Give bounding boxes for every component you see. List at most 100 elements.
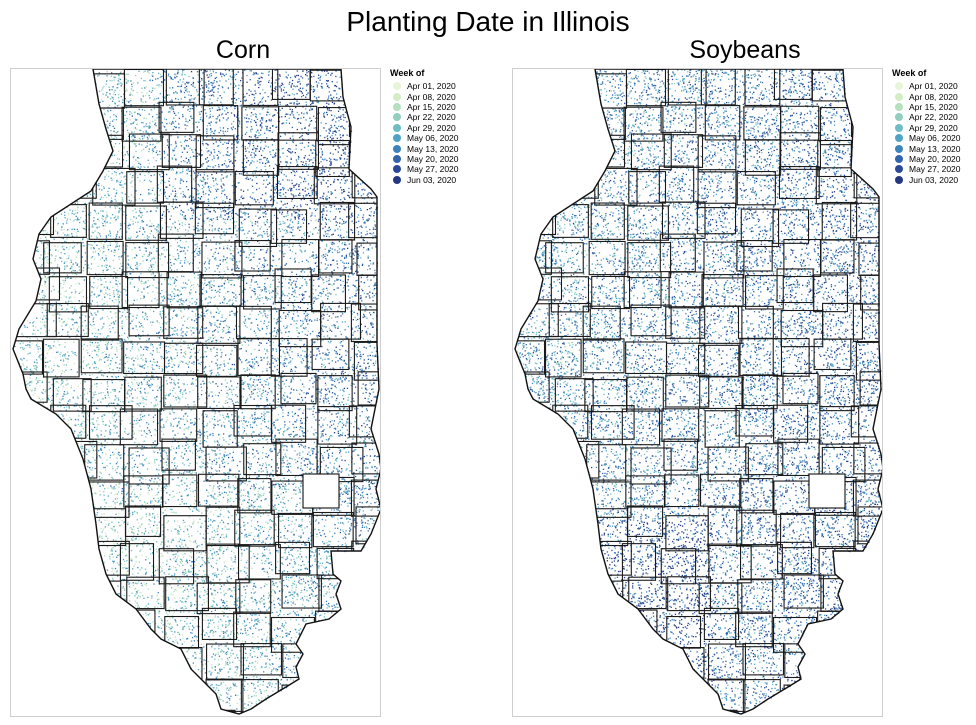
planting-dot xyxy=(189,199,192,202)
planting-dot xyxy=(306,318,309,320)
planting-dot xyxy=(298,556,300,558)
planting-dot xyxy=(63,418,65,420)
planting-dot xyxy=(231,644,233,646)
planting-dot xyxy=(300,609,303,611)
planting-dot xyxy=(325,550,328,552)
planting-dot xyxy=(303,180,305,183)
planting-dot xyxy=(332,367,334,369)
planting-dot xyxy=(230,498,232,500)
planting-dot xyxy=(189,218,192,220)
planting-dot xyxy=(325,218,327,221)
planting-dot xyxy=(190,348,193,351)
planting-dot xyxy=(249,417,251,419)
planting-dot xyxy=(204,373,207,375)
planting-dot xyxy=(135,602,137,604)
planting-dot xyxy=(307,174,309,176)
planting-dot xyxy=(202,550,204,553)
planting-dot xyxy=(175,589,178,592)
planting-dot xyxy=(294,75,296,77)
planting-dot xyxy=(121,83,123,85)
planting-dot xyxy=(207,479,209,481)
planting-dot xyxy=(151,149,154,152)
planting-dot xyxy=(243,489,245,491)
planting-dot xyxy=(148,253,151,255)
planting-dot xyxy=(160,182,162,184)
planting-dot xyxy=(129,281,132,284)
planting-dot xyxy=(250,503,252,505)
planting-dot xyxy=(319,445,321,448)
planting-dot xyxy=(188,446,190,448)
planting-dot xyxy=(367,255,369,257)
planting-dot xyxy=(314,600,317,602)
planting-dot xyxy=(198,510,200,512)
planting-dot xyxy=(92,318,94,321)
planting-dot xyxy=(291,439,293,442)
planting-dot xyxy=(372,300,374,302)
planting-dot xyxy=(270,564,273,566)
planting-dot xyxy=(285,379,287,381)
planting-dot xyxy=(198,111,200,113)
planting-dot xyxy=(294,612,296,614)
planting-dot xyxy=(340,115,342,117)
planting-dot xyxy=(162,369,164,371)
planting-dot xyxy=(79,307,81,309)
planting-dot xyxy=(145,281,147,283)
planting-dot xyxy=(295,323,297,325)
planting-dot xyxy=(310,577,313,579)
planting-dot xyxy=(117,231,119,233)
planting-dot xyxy=(177,69,179,71)
planting-dot xyxy=(118,486,120,489)
planting-dot xyxy=(341,380,343,382)
planting-dot xyxy=(83,245,86,247)
planting-dot xyxy=(115,320,117,322)
planting-dot xyxy=(254,102,256,104)
planting-dot xyxy=(169,576,171,578)
planting-dot xyxy=(278,120,280,123)
planting-dot xyxy=(161,317,163,319)
planting-dot xyxy=(315,432,317,434)
planting-dot xyxy=(225,626,227,628)
planting-dot xyxy=(113,573,115,575)
planting-dot xyxy=(332,145,334,147)
planting-dot xyxy=(357,190,359,192)
planting-dot xyxy=(347,433,349,436)
planting-dot xyxy=(341,371,343,373)
planting-dot xyxy=(307,92,309,94)
planting-dot xyxy=(105,353,107,355)
planting-dot xyxy=(162,577,165,580)
planting-dot xyxy=(216,559,218,561)
planting-dot xyxy=(22,342,24,344)
planting-dot xyxy=(223,256,225,258)
planting-dot xyxy=(322,433,324,435)
planting-dot xyxy=(39,332,42,334)
planting-dot xyxy=(320,558,322,560)
planting-dot xyxy=(230,368,232,370)
planting-dot xyxy=(174,227,176,229)
planting-dot xyxy=(172,332,174,335)
planting-dot xyxy=(269,286,271,288)
planting-dot xyxy=(255,154,257,156)
planting-dot xyxy=(353,258,355,260)
planting-dot xyxy=(239,473,241,475)
planting-dot xyxy=(163,426,165,428)
planting-dot xyxy=(358,289,360,291)
planting-dot xyxy=(209,406,211,408)
planting-dot xyxy=(175,285,177,287)
planting-dot xyxy=(125,82,128,84)
planting-dot xyxy=(196,193,198,195)
planting-dot xyxy=(237,666,239,668)
planting-dot xyxy=(350,214,353,216)
planting-dot xyxy=(288,225,290,227)
planting-dot xyxy=(202,575,204,577)
planting-dot xyxy=(186,562,189,564)
planting-dot xyxy=(109,422,112,424)
planting-dot xyxy=(252,506,255,508)
planting-dot xyxy=(350,256,352,258)
planting-dot xyxy=(91,399,93,401)
planting-dot xyxy=(238,470,240,472)
planting-dot xyxy=(222,330,225,332)
planting-dot xyxy=(279,391,281,393)
planting-dot xyxy=(237,134,240,137)
planting-dot xyxy=(298,89,300,91)
planting-dot xyxy=(281,211,284,213)
